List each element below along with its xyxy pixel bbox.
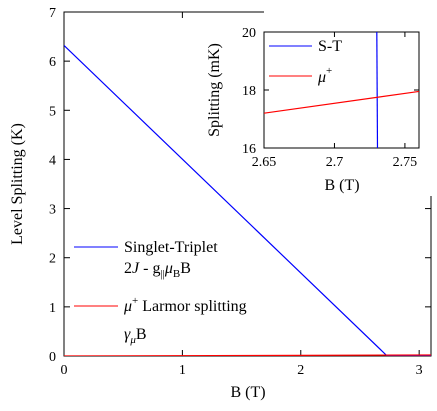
main-legend: Singlet-Triplet 2J - g||μBB μ+ Larmor sp… [74, 239, 247, 346]
inset-x-tick-label: 2.7 [326, 155, 344, 170]
inset-ticks: 2.65 2.7 2.75 16 18 20 [242, 26, 419, 170]
inset-series-line-1 [264, 90, 419, 114]
main-y-axis-label: Level Splitting (K) [9, 123, 26, 245]
main-y-tick-label: 0 [49, 350, 56, 365]
main-series-line-0 [64, 44, 431, 356]
inset-x-tick-label: 2.65 [252, 155, 277, 170]
inset-y-tick-label: 20 [242, 26, 256, 41]
main-y-tick-label: 2 [49, 252, 56, 267]
legend-larmor-label: μ+ Larmor splitting [123, 295, 247, 315]
inset-legend-st-label: S-T [318, 38, 342, 55]
inset-background [264, 0, 437, 196]
inset-series [264, 32, 419, 148]
main-y-tick-label: 5 [49, 104, 56, 119]
inset-x-axis-label: B (T) [324, 177, 359, 194]
inset-y-tick-label: 18 [242, 84, 256, 99]
inset-legend: S-T μ+ [269, 38, 342, 86]
main-series-line-1 [64, 354, 431, 356]
legend-singlet-triplet-formula: 2J - g||μBB [124, 260, 191, 280]
inset-y-axis-label: Splitting (mK) [206, 43, 223, 137]
inset-y-tick-label: 16 [242, 142, 256, 157]
main-x-tick-label: 1 [179, 363, 186, 378]
main-x-tick-label: 0 [61, 363, 68, 378]
legend-larmor-formula: γμB [124, 326, 147, 346]
legend-singlet-triplet-label: Singlet-Triplet [124, 239, 218, 256]
main-y-tick-label: 6 [49, 55, 56, 70]
inset-series-line-0 [376, 32, 379, 148]
main-y-tick-label: 1 [49, 301, 56, 316]
main-y-tick-label: 3 [49, 203, 56, 218]
inset-x-tick-label: 2.75 [393, 155, 418, 170]
main-x-axis-label: B (T) [230, 384, 265, 401]
inset-legend-muon-label: μ+ [317, 65, 332, 86]
inset: 2.65 2.7 2.75 16 18 20 B (T) Splitting (mK) S… [206, 0, 437, 196]
main-y-tick-label: 7 [49, 6, 56, 21]
main-series [64, 44, 431, 356]
main-y-tick-label: 4 [49, 153, 56, 168]
main-x-tick-label: 3 [416, 363, 423, 378]
main-x-tick-label: 2 [297, 363, 304, 378]
